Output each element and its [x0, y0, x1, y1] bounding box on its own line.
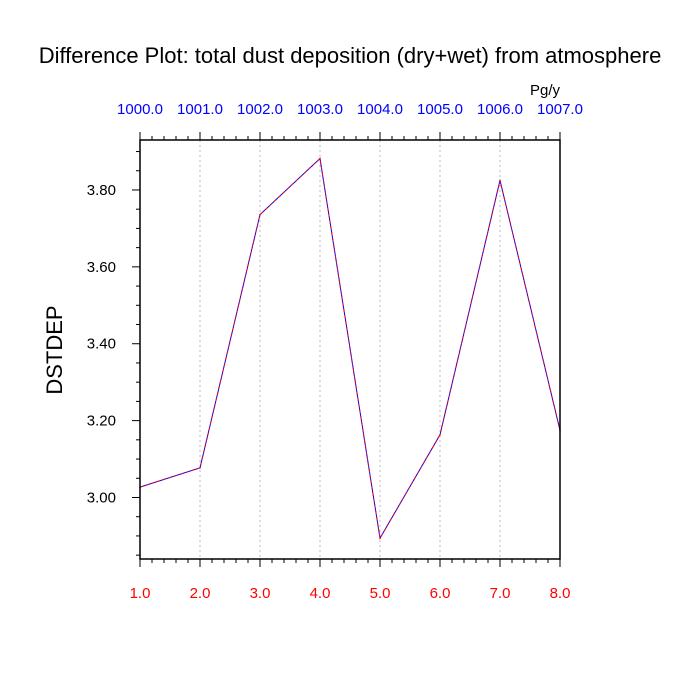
x-tick-label: 7.0 [490, 585, 511, 602]
data-point [499, 179, 501, 182]
x-tick-labels: 1.0 2.0 3.0 4.0 5.0 6.0 7.0 8.0 [130, 585, 571, 602]
top-tick-label: 1005.0 [417, 101, 463, 118]
series-line-base [139, 157, 561, 540]
chart-title: Difference Plot: total dust deposition (… [39, 43, 662, 68]
y-tick-labels: 3.00 3.20 3.40 3.60 3.80 [87, 182, 116, 507]
data-point [199, 467, 201, 469]
x-tick-label: 3.0 [250, 585, 271, 602]
series-line [139, 157, 561, 540]
plot-frame [139, 139, 561, 560]
top-tick-label: 1004.0 [357, 101, 403, 118]
data-point [379, 537, 381, 540]
units-label: Pg/y [530, 82, 561, 99]
y-tick-label: 3.20 [87, 413, 116, 430]
top-tick-label: 1000.0 [117, 101, 163, 118]
axes [132, 132, 561, 567]
top-tick-label: 1007.0 [537, 101, 583, 118]
x-tick-label: 4.0 [310, 585, 331, 602]
top-tick-label: 1006.0 [477, 101, 523, 118]
x-tick-label: 2.0 [190, 585, 211, 602]
x-tick-label: 6.0 [430, 585, 451, 602]
top-tick-label: 1003.0 [297, 101, 343, 118]
top-tick-labels: 1000.0 1001.0 1002.0 1003.0 1004.0 1005.0 1006… [117, 101, 583, 118]
x-tick-label: 5.0 [370, 585, 391, 602]
x-tick-label: 8.0 [550, 585, 571, 602]
y-tick-label: 3.40 [87, 336, 116, 353]
data-point [319, 157, 321, 160]
y-tick-label: 3.80 [87, 182, 116, 199]
data-point [439, 434, 441, 436]
top-tick-label: 1002.0 [237, 101, 283, 118]
y-axis-label: DSTDEP [42, 305, 67, 394]
y-tick-label: 3.60 [87, 259, 116, 276]
y-tick-label: 3.00 [87, 489, 116, 506]
x-tick-label: 1.0 [130, 585, 151, 602]
data-point [259, 213, 261, 216]
top-tick-label: 1001.0 [177, 101, 223, 118]
